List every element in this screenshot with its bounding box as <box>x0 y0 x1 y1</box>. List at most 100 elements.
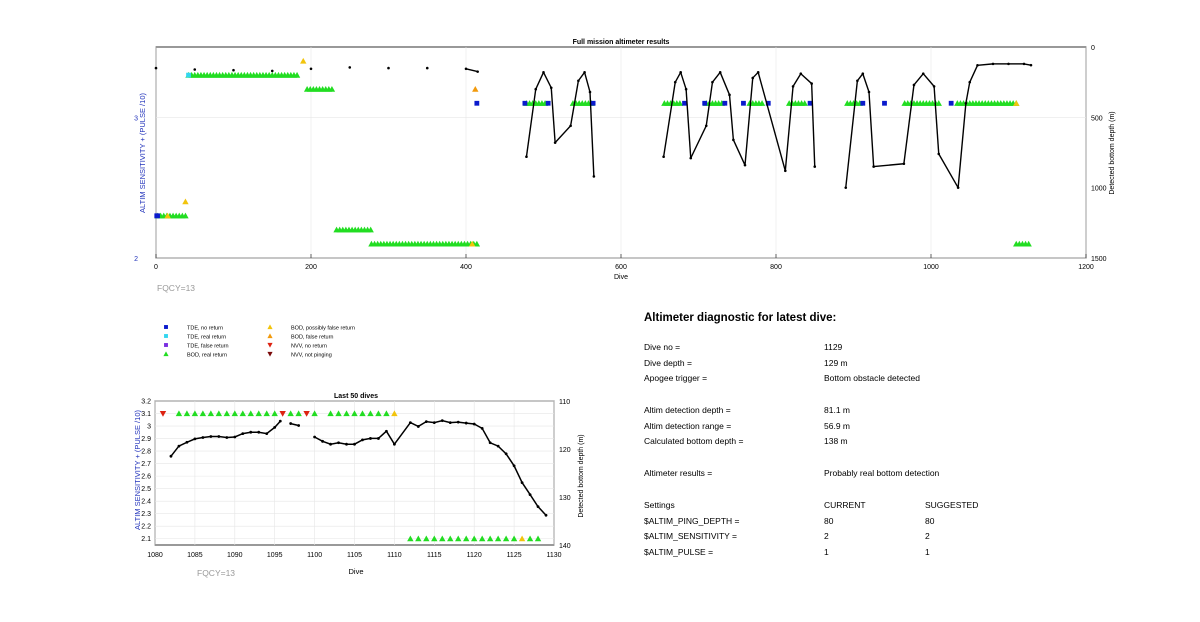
setting-current: 80 <box>824 515 834 526</box>
y-tick-label-left: 3.2 <box>141 399 151 406</box>
diagnostic-title: Altimeter diagnostic for latest dive: <box>644 312 837 324</box>
diag-value: 1129 <box>824 342 843 352</box>
data-point <box>758 100 766 106</box>
depth-point <box>1029 63 1033 67</box>
data-point <box>486 535 494 542</box>
data-point <box>159 410 167 417</box>
depth-line-segment <box>862 73 870 93</box>
depth-point <box>309 67 313 71</box>
data-point <box>375 410 382 417</box>
data-point <box>207 410 215 417</box>
x-tick-label: 1100 <box>307 552 322 559</box>
depth-line-segment <box>550 87 556 143</box>
y-tick-label-left: 3 <box>147 424 151 431</box>
diag-label: Altim detection range = <box>644 420 732 431</box>
legend-label: TDE, false return <box>187 344 229 350</box>
data-point <box>801 100 808 106</box>
y-tick-label-left: 2.9 <box>141 436 151 443</box>
depth-point <box>592 175 596 178</box>
depth-line-segment <box>792 73 802 87</box>
data-point <box>267 324 273 330</box>
depth-line-segment <box>728 94 735 140</box>
y-tick-label-left: 2.8 <box>141 449 151 456</box>
settings-label: Settings <box>644 499 675 510</box>
depth-point <box>387 66 390 70</box>
y-tick-label-left: 2.2 <box>141 524 151 531</box>
depth-point <box>329 442 332 446</box>
data-point <box>447 535 454 542</box>
depth-point <box>476 70 479 73</box>
depth-line-segment <box>674 71 682 83</box>
y-tick-label-right: 0 <box>1091 45 1095 52</box>
diag-label: Dive depth = <box>644 357 692 368</box>
diag-value: 138 m <box>824 436 848 447</box>
diag-row-dive-no: Dive no = 1129 <box>644 342 1164 358</box>
data-point <box>328 86 336 92</box>
setting-suggested: 2 <box>925 531 930 542</box>
depth-point <box>448 421 452 424</box>
data-point <box>255 410 262 417</box>
chart-title: Last 50 dives <box>334 393 378 400</box>
data-point <box>407 535 414 542</box>
setting-label: $ALTIM_PING_DEPTH = <box>644 515 740 526</box>
depth-line-segment <box>535 72 545 90</box>
diag-row-altimeter-results: Altimeter results = Probably real bottom … <box>644 468 1164 484</box>
data-point <box>423 535 430 542</box>
depth-line-segment <box>465 68 478 73</box>
depth-point <box>209 435 213 438</box>
depth-line-segment <box>933 86 940 154</box>
depth-point <box>154 66 158 70</box>
depth-point <box>270 69 274 73</box>
legend-label: NVV, not pinging <box>291 353 332 359</box>
legend-item: NVV, no return <box>267 342 327 350</box>
depth-line-segment <box>957 103 967 188</box>
depth-line-segment <box>685 89 692 159</box>
y-tick-label-right: 130 <box>559 495 571 502</box>
depth-point <box>313 435 316 439</box>
data-point <box>175 410 183 417</box>
data-point <box>367 410 374 417</box>
series-nvv-no-return <box>159 410 310 417</box>
depth-point <box>345 442 348 446</box>
data-point <box>287 410 294 417</box>
data-point <box>300 57 307 64</box>
y-tick-label-left: 3 <box>134 115 138 122</box>
depth-point <box>385 429 388 433</box>
data-point <box>263 410 270 417</box>
x-tick-label: 0 <box>154 264 158 271</box>
x-tick-label: 1095 <box>267 552 283 559</box>
diag-label: Dive no = <box>644 342 681 352</box>
depth-point <box>393 442 396 446</box>
depth-line-segment <box>856 73 864 82</box>
data-point <box>590 100 596 106</box>
diag-value: Probably real bottom detection <box>824 468 940 479</box>
data-point <box>526 535 534 542</box>
depth-line-segment <box>969 64 979 83</box>
depth-point <box>297 424 301 427</box>
data-point <box>279 410 286 417</box>
data-point <box>478 535 486 542</box>
y-tick-label-left: 2.3 <box>141 511 151 518</box>
data-point <box>676 100 684 106</box>
data-point <box>473 240 481 247</box>
data-point <box>154 213 160 219</box>
depth-point <box>480 426 484 430</box>
depth-line-segment <box>662 82 676 157</box>
depth-point <box>289 422 293 425</box>
data-point <box>231 410 238 417</box>
depth-point <box>504 452 508 456</box>
depth-line-segment <box>913 73 924 86</box>
data-point <box>948 100 954 106</box>
series-tde-real-return <box>186 72 191 78</box>
legend-item: BOD, real return <box>163 351 227 359</box>
depth-point <box>488 441 492 445</box>
depth-line-segment <box>525 89 537 157</box>
depth-line-segment <box>784 86 794 171</box>
depth-point <box>232 68 235 72</box>
depth-point <box>233 435 237 439</box>
depth-point <box>544 513 548 517</box>
series-detected-bottom-depth <box>154 62 1033 189</box>
depth-line-segment <box>705 82 714 126</box>
diag-row-detection-depth: Altim detection depth = 81.1 m <box>644 405 1164 421</box>
